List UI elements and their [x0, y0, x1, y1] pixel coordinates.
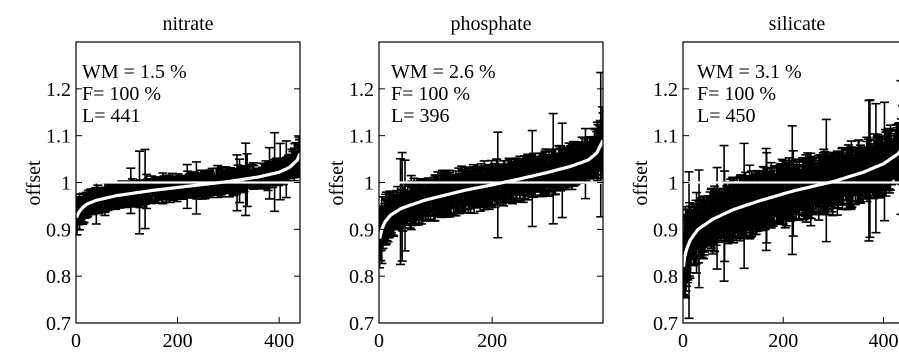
annotation-wm: WM = 3.1 % [697, 61, 802, 83]
y-tick-label: 1.2 [349, 79, 374, 101]
y-tick-label: 0.9 [46, 219, 71, 241]
annotation-f: F= 100 % [697, 83, 776, 105]
annotation-wm: WM = 2.6 % [391, 61, 496, 83]
panel-silicate: silicate offset 0.7 0.8 0.9 1 1.1 1.2 0 200 400… [630, 13, 899, 352]
x-ticks: 0 200 [374, 317, 507, 352]
x-tick-label: 0 [678, 330, 688, 352]
x-tick-label: 400 [264, 330, 294, 352]
x-tick-label: 200 [768, 330, 798, 352]
annotation-l: L= 441 [82, 105, 141, 127]
annotation-wm: WM = 1.5 % [82, 61, 187, 83]
y-tick-label: 1.2 [46, 79, 71, 101]
y-tick-label: 1.1 [46, 126, 71, 148]
annotation-box: WM = 1.5 % F= 100 % L= 441 [82, 61, 187, 127]
x-tick-label: 200 [163, 330, 193, 352]
x-ticks: 0 200 400 [71, 317, 294, 352]
panel-title: silicate [769, 13, 826, 35]
y-tick-label: 0.7 [349, 313, 374, 335]
annotation-box: WM = 3.1 % F= 100 % L= 450 [697, 61, 802, 127]
annotation-f: F= 100 % [391, 83, 470, 105]
x-tick-label: 400 [868, 330, 898, 352]
data-layer [72, 133, 304, 235]
annotation-f: F= 100 % [82, 83, 161, 105]
panel-phosphate: phosphate offset 0.7 0.8 0.9 1 1.1 1.2 0 200 W… [326, 13, 608, 352]
y-tick-label: 0.7 [46, 313, 71, 335]
y-tick-label: 1 [364, 173, 374, 195]
y-tick-label: 0.9 [653, 219, 678, 241]
y-tick-label: 1.2 [653, 79, 678, 101]
y-axis-label: offset [326, 160, 348, 206]
y-tick-label: 0.7 [653, 313, 678, 335]
annotation-box: WM = 2.6 % F= 100 % L= 396 [391, 61, 496, 127]
annotation-l: L= 450 [697, 105, 756, 127]
panel-title: nitrate [162, 13, 213, 35]
panel-title: phosphate [450, 13, 531, 35]
x-tick-label: 200 [477, 330, 507, 352]
y-tick-label: 1 [668, 173, 678, 195]
y-tick-label: 0.8 [653, 266, 678, 288]
y-axis-label: offset [630, 160, 652, 206]
y-tick-label: 1 [61, 173, 71, 195]
x-tick-label: 0 [374, 330, 384, 352]
y-tick-label: 0.9 [349, 219, 374, 241]
y-tick-label: 1.1 [653, 126, 678, 148]
x-tick-label: 0 [71, 330, 81, 352]
x-ticks: 0 200 400 [678, 317, 898, 352]
y-tick-label: 0.8 [349, 266, 374, 288]
y-tick-label: 1.1 [349, 126, 374, 148]
y-axis-label: offset [23, 160, 45, 206]
annotation-l: L= 396 [391, 105, 450, 127]
y-tick-label: 0.8 [46, 266, 71, 288]
